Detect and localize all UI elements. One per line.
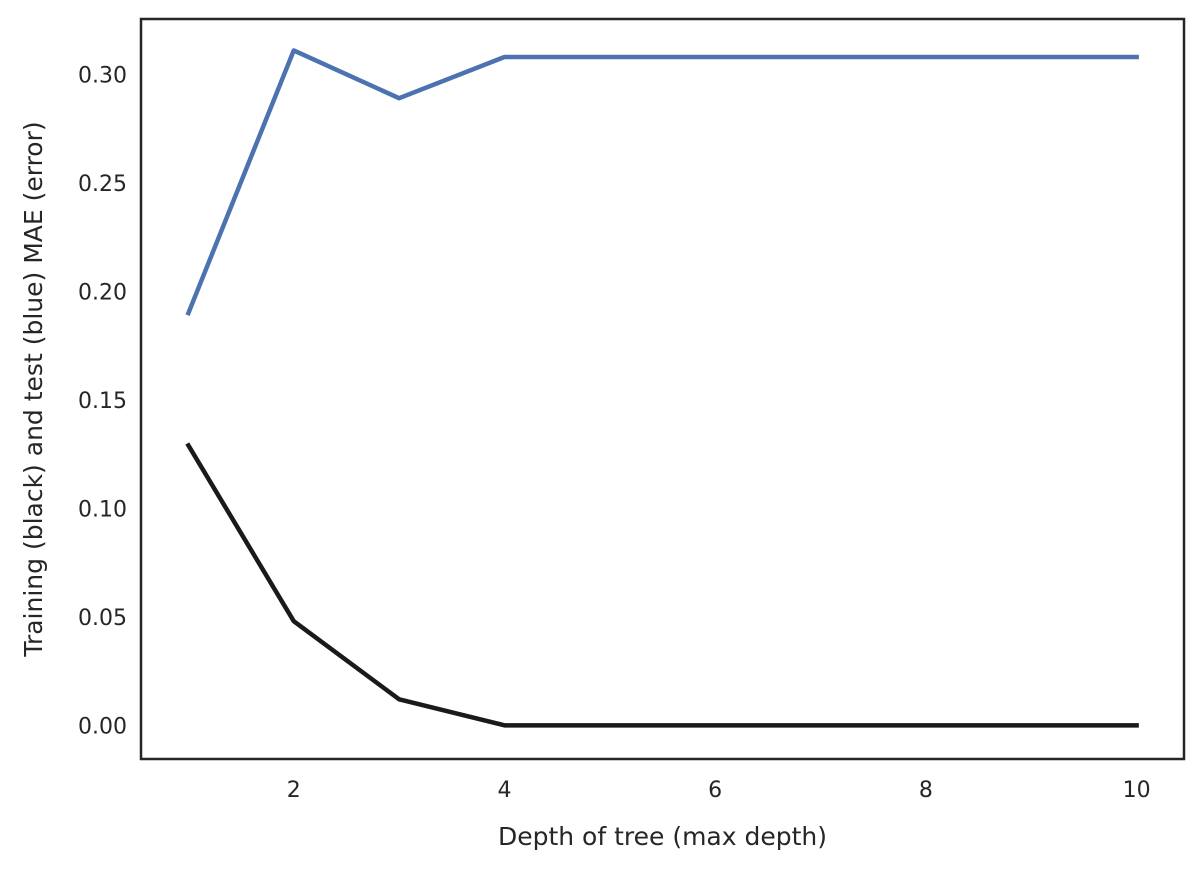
y-axis-label: Training (black) and test (blue) MAE (er… bbox=[19, 121, 48, 657]
x-tick-label: 2 bbox=[287, 778, 301, 803]
series-layer bbox=[185, 48, 1139, 728]
y-tick-label: 0.30 bbox=[78, 63, 127, 88]
y-tick-label: 0.25 bbox=[78, 172, 127, 197]
x-tick-label: 8 bbox=[919, 778, 933, 803]
y-tick-label: 0.20 bbox=[78, 280, 127, 305]
y-tick-label: 0.15 bbox=[78, 389, 127, 414]
x-tick-label: 6 bbox=[708, 778, 722, 803]
plot-frame bbox=[139, 17, 1186, 761]
x-tick-labels: 2 4 6 8 10 bbox=[287, 778, 1151, 803]
x-tick-label: 10 bbox=[1123, 778, 1151, 803]
y-tick-labels: 0.00 0.05 0.10 0.15 0.20 0.25 0.30 bbox=[78, 63, 127, 739]
y-tick-label: 0.10 bbox=[78, 497, 127, 522]
y-tick-label: 0.05 bbox=[78, 606, 127, 631]
x-axis-label: Depth of tree (max depth) bbox=[498, 822, 827, 851]
y-tick-label: 0.00 bbox=[78, 714, 127, 739]
series-line-1 bbox=[185, 442, 1139, 728]
x-tick-label: 4 bbox=[497, 778, 511, 803]
series-line-0 bbox=[185, 48, 1139, 316]
